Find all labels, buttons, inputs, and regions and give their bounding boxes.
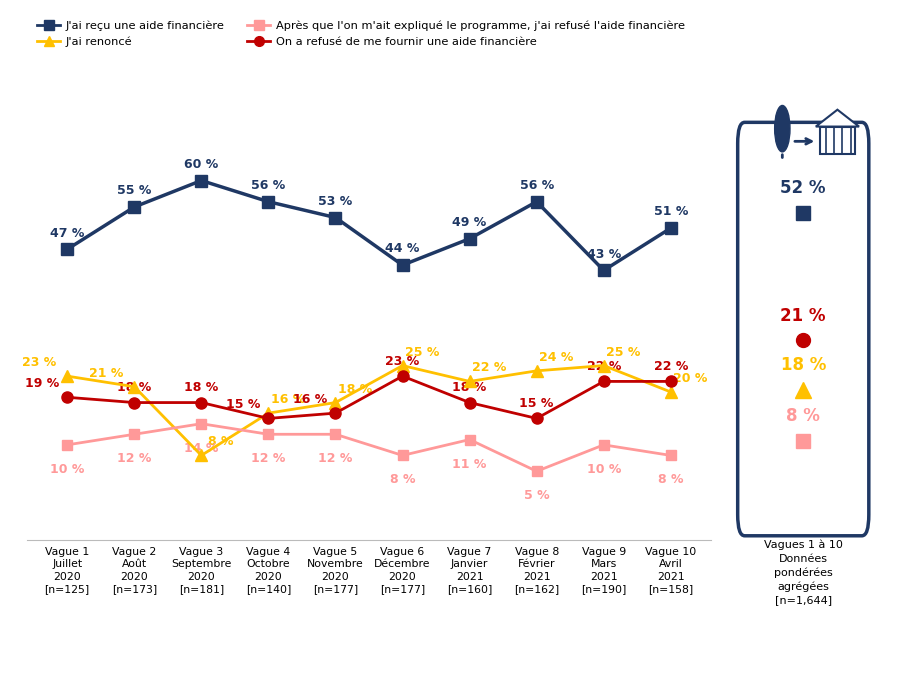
Text: 10 %: 10 % <box>50 463 85 476</box>
Text: 23 %: 23 % <box>22 356 57 369</box>
Text: 47 %: 47 % <box>50 227 85 240</box>
Legend: J'ai reçu une aide financière, J'ai renoncé, Après que l'on m'ait expliqué le pr: J'ai reçu une aide financière, J'ai reno… <box>32 16 689 51</box>
Text: 56 %: 56 % <box>519 179 554 192</box>
Text: 21 %: 21 % <box>780 307 826 325</box>
Text: 55 %: 55 % <box>117 184 151 197</box>
Text: 23 %: 23 % <box>385 355 419 368</box>
Text: 12 %: 12 % <box>251 452 285 465</box>
Text: 22 %: 22 % <box>587 360 621 373</box>
Text: 25 %: 25 % <box>606 346 640 358</box>
Text: 8 %: 8 % <box>390 473 415 487</box>
Text: 60 %: 60 % <box>184 158 219 171</box>
Text: 51 %: 51 % <box>653 205 688 219</box>
Text: 8 %: 8 % <box>208 435 233 448</box>
Text: 56 %: 56 % <box>251 179 285 192</box>
Text: 14 %: 14 % <box>184 441 219 455</box>
Text: 18 %: 18 % <box>184 381 219 394</box>
Text: 24 %: 24 % <box>539 351 573 364</box>
Text: 12 %: 12 % <box>319 452 353 465</box>
Text: 53 %: 53 % <box>319 195 353 208</box>
Text: 52 %: 52 % <box>780 179 826 196</box>
Polygon shape <box>815 110 859 127</box>
Text: 11 %: 11 % <box>453 458 487 470</box>
Text: 8 %: 8 % <box>658 473 683 487</box>
Text: 16 %: 16 % <box>271 394 305 406</box>
Text: 8 %: 8 % <box>787 406 820 425</box>
Text: 18 %: 18 % <box>780 356 826 374</box>
Text: 10 %: 10 % <box>587 463 621 476</box>
Text: 25 %: 25 % <box>405 346 439 358</box>
Text: 43 %: 43 % <box>587 248 621 261</box>
Text: 49 %: 49 % <box>453 216 487 229</box>
Text: 44 %: 44 % <box>385 242 419 255</box>
Text: 16 %: 16 % <box>293 394 328 406</box>
Text: 18 %: 18 % <box>338 383 372 396</box>
Text: 21 %: 21 % <box>89 367 123 380</box>
Text: 20 %: 20 % <box>673 372 707 385</box>
Text: 18 %: 18 % <box>117 381 151 394</box>
FancyBboxPatch shape <box>738 122 868 536</box>
Bar <box>820 127 855 154</box>
Text: 5 %: 5 % <box>524 489 550 502</box>
Text: 19 %: 19 % <box>25 377 59 390</box>
Text: 22 %: 22 % <box>472 362 506 375</box>
Text: 22 %: 22 % <box>653 360 688 373</box>
Circle shape <box>775 105 790 152</box>
Text: Vagues 1 à 10
Données
pondérées
agrégées
[n=1,644]: Vagues 1 à 10 Données pondérées agrégées… <box>764 540 842 605</box>
Text: 12 %: 12 % <box>117 452 151 465</box>
Text: 15 %: 15 % <box>519 397 554 410</box>
Text: 18 %: 18 % <box>453 381 487 394</box>
Text: 15 %: 15 % <box>226 398 261 412</box>
